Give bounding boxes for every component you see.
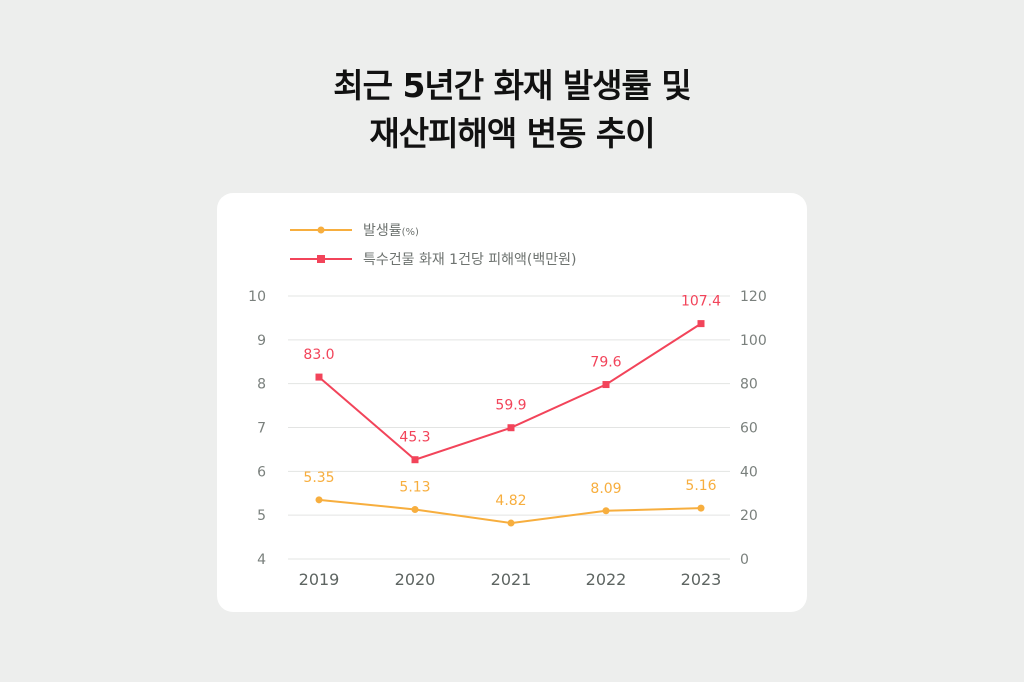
data-point bbox=[315, 496, 323, 504]
data-point bbox=[697, 504, 705, 512]
right-tick-label: 40 bbox=[740, 464, 758, 480]
data-label: 5.16 bbox=[685, 478, 716, 494]
right-tick-label: 100 bbox=[740, 333, 767, 349]
title-line-2: 재산피해액 변동 추이 bbox=[369, 114, 655, 153]
left-tick-label: 5 bbox=[257, 508, 266, 524]
data-label: 5.13 bbox=[399, 479, 430, 495]
chart-card bbox=[217, 193, 807, 612]
x-tick-label: 2023 bbox=[681, 570, 722, 589]
legend-label: 특수건물 화재 1건당 피해액(백만원) bbox=[363, 252, 577, 268]
data-label: 5.35 bbox=[303, 470, 334, 486]
data-point bbox=[315, 373, 323, 381]
left-tick-label: 8 bbox=[257, 377, 266, 393]
data-label: 79.6 bbox=[590, 355, 621, 371]
left-tick-label: 6 bbox=[257, 464, 266, 480]
data-label: 83.0 bbox=[303, 347, 334, 363]
right-tick-label: 80 bbox=[740, 377, 758, 393]
data-label: 8.09 bbox=[590, 481, 621, 497]
left-tick-label: 9 bbox=[257, 333, 266, 349]
x-tick-label: 2021 bbox=[491, 570, 532, 589]
series-line bbox=[318, 322, 702, 461]
data-point bbox=[602, 381, 610, 389]
data-point bbox=[411, 456, 419, 464]
x-tick-label: 2022 bbox=[586, 570, 627, 589]
legend-label: 발생률(%) bbox=[363, 223, 419, 239]
data-point bbox=[602, 507, 610, 515]
data-label: 59.9 bbox=[495, 398, 526, 414]
data-label: 4.82 bbox=[495, 493, 526, 509]
title-line-1: 최근 5년간 화재 발생률 및 bbox=[333, 66, 692, 105]
data-label: 107.4 bbox=[681, 294, 721, 310]
left-tick-label: 7 bbox=[257, 421, 266, 437]
data-point bbox=[507, 424, 515, 432]
data-point bbox=[507, 519, 515, 527]
page-title: 최근 5년간 화재 발생률 및 재산피해액 변동 추이 bbox=[0, 62, 1024, 158]
legend-unit: (%) bbox=[402, 227, 419, 238]
data-label: 45.3 bbox=[399, 430, 430, 446]
left-tick-label: 10 bbox=[248, 289, 266, 305]
right-tick-label: 20 bbox=[740, 508, 758, 524]
right-tick-label: 120 bbox=[740, 289, 767, 305]
right-tick-label: 0 bbox=[740, 552, 749, 568]
legend-marker-circle bbox=[317, 226, 325, 234]
x-tick-label: 2020 bbox=[395, 570, 436, 589]
left-tick-label: 4 bbox=[257, 552, 266, 568]
x-tick-label: 2019 bbox=[299, 570, 340, 589]
right-tick-label: 60 bbox=[740, 421, 758, 437]
legend-marker-square bbox=[317, 255, 325, 263]
data-point bbox=[697, 320, 705, 328]
data-point bbox=[411, 505, 419, 513]
